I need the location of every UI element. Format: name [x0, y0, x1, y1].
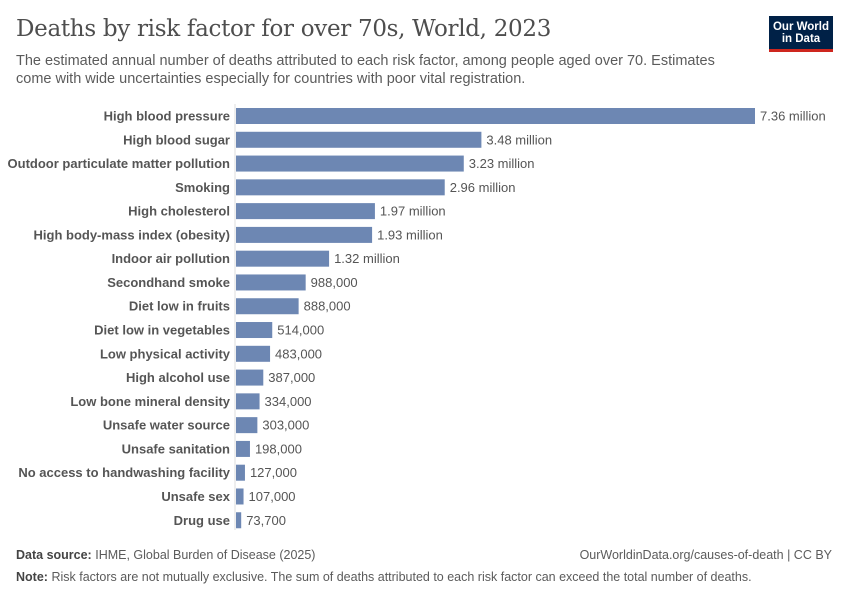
value-label: 3.48 million — [486, 132, 552, 147]
bar[interactable] — [236, 369, 264, 386]
bar[interactable] — [236, 226, 373, 243]
bar[interactable] — [236, 322, 273, 339]
category-label: Unsafe sanitation — [122, 441, 230, 456]
value-label: 514,000 — [277, 323, 324, 338]
source-text[interactable]: IHME, Global Burden of Disease (2025) — [95, 548, 316, 562]
category-label: Indoor air pollution — [112, 251, 230, 266]
value-label: 1.97 million — [380, 204, 446, 219]
category-label: Unsafe sex — [161, 489, 230, 504]
bar[interactable] — [236, 440, 250, 457]
category-label: Diet low in vegetables — [94, 323, 230, 338]
value-label: 127,000 — [250, 465, 297, 480]
category-label: High alcohol use — [126, 370, 230, 385]
value-label: 988,000 — [311, 275, 358, 290]
value-label: 3.23 million — [469, 156, 535, 171]
note-text: Risk factors are not mutually exclusive.… — [51, 570, 752, 584]
category-label: High cholesterol — [128, 204, 230, 219]
bar[interactable] — [236, 512, 242, 529]
value-label: 1.93 million — [377, 227, 443, 242]
data-source: Data source: IHME, Global Burden of Dise… — [16, 548, 315, 562]
bar[interactable] — [236, 345, 271, 362]
category-label: High blood pressure — [104, 109, 230, 124]
value-label: 303,000 — [262, 418, 309, 433]
bar[interactable] — [236, 417, 258, 434]
bar[interactable] — [236, 155, 464, 172]
note-label: Note: — [16, 570, 48, 584]
value-label: 7.36 million — [760, 109, 826, 124]
bar[interactable] — [236, 203, 375, 220]
bar[interactable] — [236, 464, 245, 481]
category-label: Diet low in fruits — [129, 299, 230, 314]
bar[interactable] — [236, 250, 330, 267]
note: Note: Risk factors are not mutually excl… — [16, 570, 752, 584]
value-label: 107,000 — [249, 489, 296, 504]
value-label: 888,000 — [304, 299, 351, 314]
category-label: High blood sugar — [123, 132, 230, 147]
category-label: Secondhand smoke — [107, 275, 230, 290]
owid-logo[interactable]: Our World in Data — [769, 16, 833, 52]
value-label: 73,700 — [246, 513, 286, 528]
category-label: Low physical activity — [100, 346, 231, 361]
chart-subtitle: The estimated annual number of deaths at… — [16, 53, 715, 87]
category-label: Unsafe water source — [103, 418, 230, 433]
source-url[interactable]: OurWorldinData.org/causes-of-death | CC … — [579, 548, 832, 562]
value-label: 2.96 million — [450, 180, 516, 195]
value-label: 483,000 — [275, 346, 322, 361]
bar[interactable] — [236, 488, 244, 505]
category-label: No access to handwashing facility — [18, 465, 230, 480]
category-label: High body-mass index (obesity) — [34, 227, 230, 242]
bar[interactable] — [236, 131, 482, 148]
value-label: 334,000 — [265, 394, 312, 409]
bar[interactable] — [236, 274, 306, 291]
source-label: Data source: — [16, 548, 92, 562]
chart-title: Deaths by risk factor for over 70s, Worl… — [16, 16, 552, 42]
bar[interactable] — [236, 108, 755, 124]
value-label: 198,000 — [255, 441, 302, 456]
value-label: 1.32 million — [334, 251, 400, 266]
value-label: 387,000 — [268, 370, 315, 385]
category-label: Low bone mineral density — [70, 394, 230, 409]
category-label: Drug use — [174, 513, 230, 528]
bar[interactable] — [236, 179, 445, 196]
bar[interactable] — [236, 298, 299, 315]
category-label: Outdoor particulate matter pollution — [8, 156, 231, 171]
category-label: Smoking — [175, 180, 230, 195]
bar[interactable] — [236, 393, 260, 410]
